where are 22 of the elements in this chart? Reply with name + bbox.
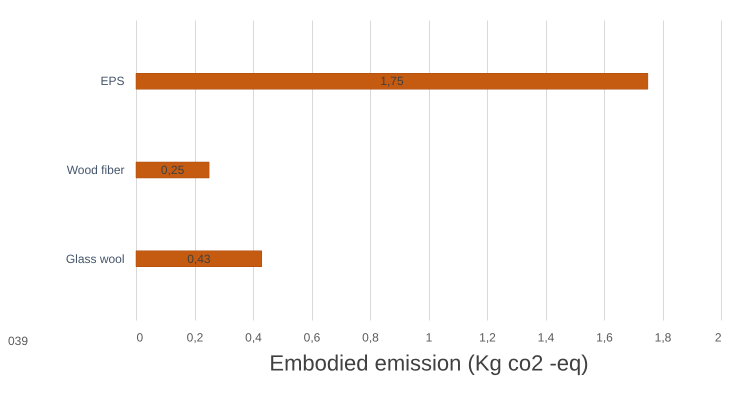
x-tick-label: 0,2 [186,330,204,344]
data-label: 1,75 [380,74,404,88]
x-tick-label: 2 [714,330,722,344]
y-tick-label: EPS [100,74,124,88]
x-tick-label: 0 [136,330,144,344]
text: 039 [8,334,28,348]
x-tick-label: 1,6 [596,330,614,344]
x-tick-label: 0,8 [362,330,380,344]
x-tick-label: 1,8 [654,330,672,344]
x-tick-label: 1,4 [538,330,555,344]
bar [136,162,210,178]
x-axis-title: Embodied emission (Kg co2 -eq) [269,350,589,376]
y-tick-label: Wood fiber [66,163,124,177]
x-tick-label: 0,6 [304,330,321,344]
y-tick-label: Glass wool [66,252,124,266]
bar [136,250,262,267]
x-tick-label: 1 [426,330,433,344]
data-label: 0,25 [160,163,185,177]
x-tick-label: 1,2 [479,330,496,344]
bar [136,73,648,90]
x-tick-label: 0,4 [245,330,262,344]
data-label: 0,43 [187,252,211,266]
